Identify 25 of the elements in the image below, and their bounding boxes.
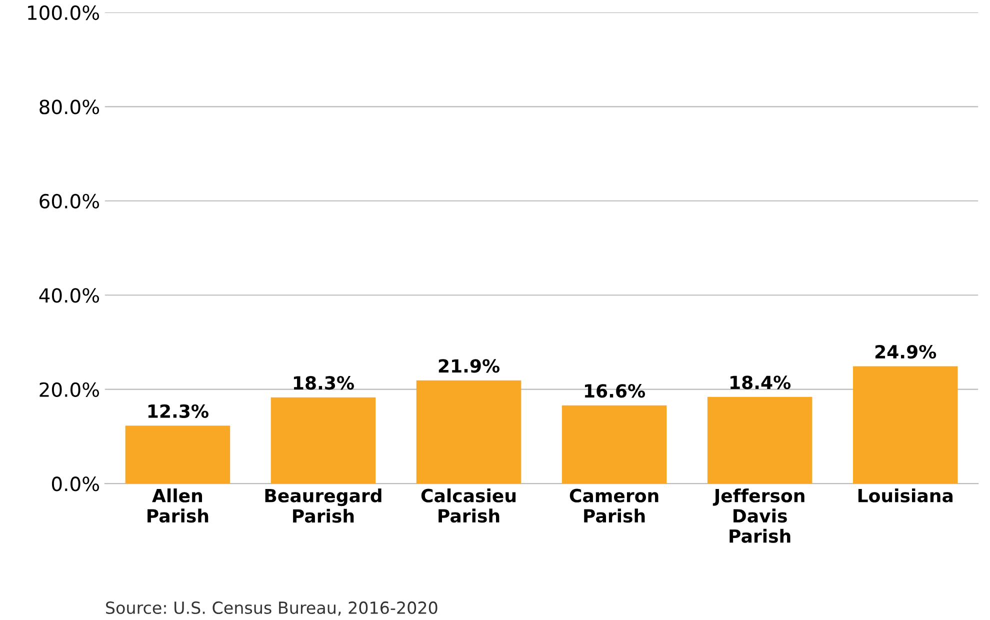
x-tick-label: Cameron Parish (570, 488, 658, 523)
x-tick-label: Jefferson Davis Parish (712, 488, 804, 543)
bar (562, 405, 667, 484)
data-label: 16.6% (585, 384, 646, 398)
data-label: 18.4% (730, 376, 791, 390)
bar (125, 426, 230, 484)
x-tick-label: Allen Parish (148, 488, 208, 523)
data-label: 18.3% (294, 376, 354, 390)
data-label: 24.9% (875, 344, 936, 359)
data-label: 12.3% (148, 404, 208, 418)
bar (852, 366, 958, 484)
source-note: Source: U.S. Census Bureau, 2016-2020 (106, 601, 438, 616)
y-tick-label: 0.0% (52, 476, 100, 492)
y-tick-label: 40.0% (39, 288, 100, 303)
x-tick-label: Beauregard Parish (265, 488, 382, 523)
y-tick-label: 20.0% (40, 382, 100, 398)
x-tick-label: Louisiana (858, 488, 952, 502)
y-tick-label: 100.0% (28, 5, 100, 20)
bar (416, 380, 522, 484)
bar (270, 397, 376, 484)
data-label: 21.9% (438, 359, 500, 373)
y-tick-label: 80.0% (40, 100, 100, 114)
bar (707, 396, 812, 484)
y-tick-label: 60.0% (40, 194, 100, 209)
x-tick-label: Calcasieu Parish (421, 488, 516, 523)
